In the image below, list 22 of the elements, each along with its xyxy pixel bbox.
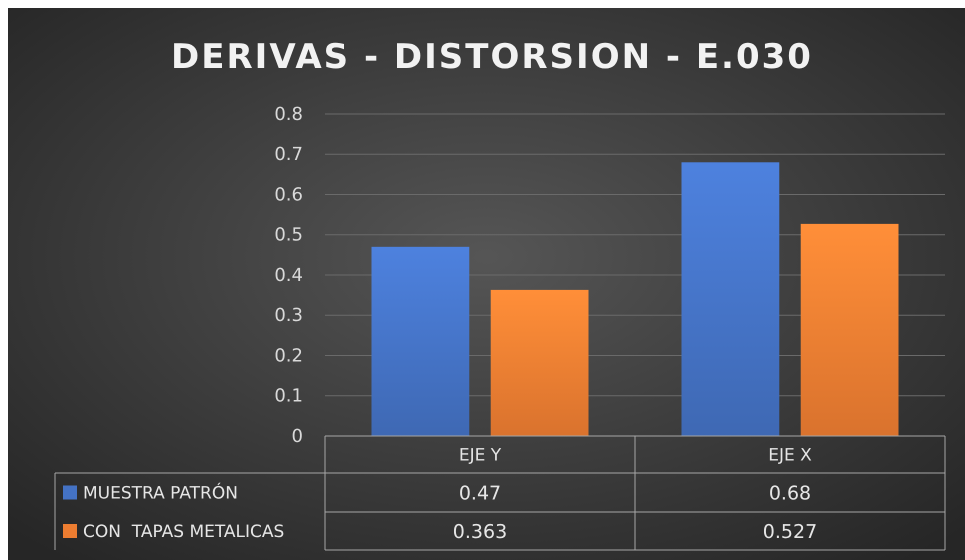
y-tick-label: 0 (292, 426, 303, 447)
bar (490, 290, 588, 436)
x-tick-label: EJE X (768, 446, 812, 466)
y-tick-label: 0.8 (274, 104, 303, 125)
data-label: 0.363 (452, 521, 508, 543)
y-tick-label: 0.6 (274, 184, 303, 206)
bar (682, 162, 780, 436)
bar (372, 246, 470, 436)
y-tick-label: 0.4 (274, 264, 303, 286)
bar (800, 224, 898, 436)
chart-title: DERIVAS - DISTORSION - E.030 (171, 37, 813, 77)
y-tick-label: 0.1 (274, 386, 303, 407)
legend-label: MUESTRA PATRÓN (83, 482, 238, 504)
x-tick-label: EJE Y (458, 446, 502, 466)
y-tick-label: 0.3 (274, 305, 303, 326)
y-tick-label: 0.7 (274, 144, 303, 166)
y-tick-label: 0.5 (274, 224, 303, 246)
y-tick-label: 0.2 (274, 345, 303, 366)
data-label: 0.47 (458, 482, 502, 504)
data-label: 0.68 (768, 482, 812, 504)
legend-label: CON TAPAS METALICAS (83, 522, 284, 542)
data-label: 0.527 (762, 521, 818, 543)
